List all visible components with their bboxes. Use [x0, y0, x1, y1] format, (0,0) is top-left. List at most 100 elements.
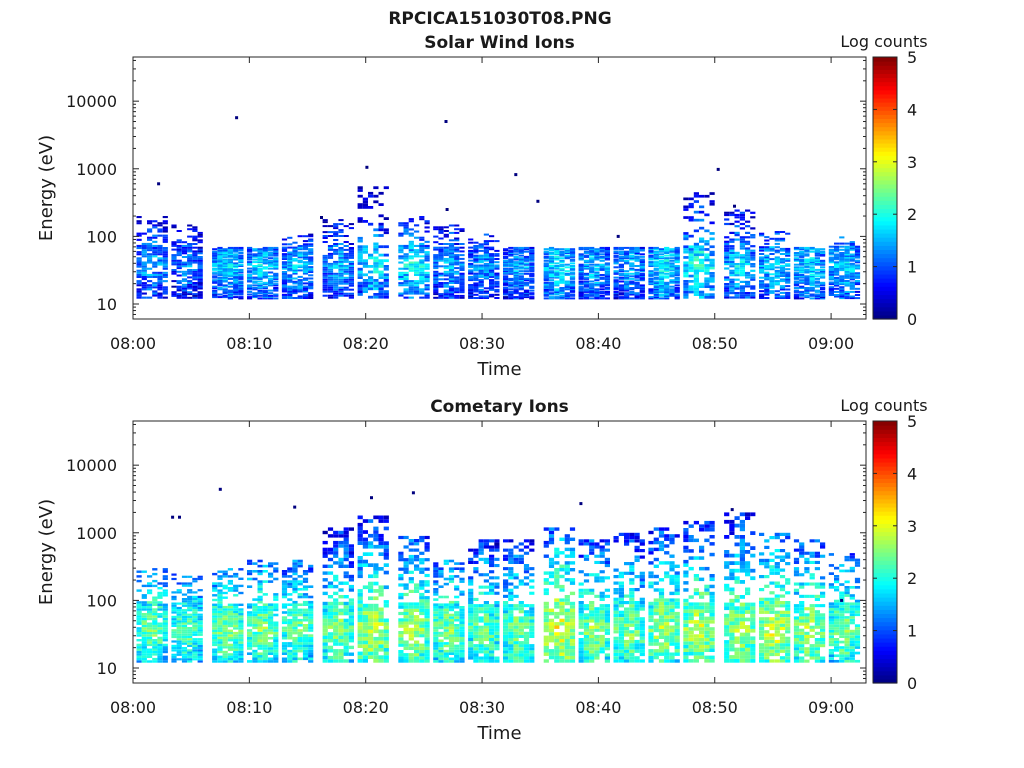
spectrogram-cell	[764, 271, 770, 274]
spectrogram-cell	[217, 657, 223, 661]
spectrogram-cell	[599, 294, 605, 297]
spectrogram-cell	[187, 269, 193, 271]
spectrogram-cell	[438, 226, 444, 229]
spectrogram-cell	[162, 655, 168, 658]
spectrogram-cell	[338, 639, 344, 643]
spectrogram-cell	[262, 654, 268, 658]
spectrogram-cell	[683, 272, 689, 275]
spectrogram-cell	[639, 255, 645, 258]
spectrogram-cell	[433, 567, 439, 570]
spectrogram-cell	[262, 642, 268, 645]
spectrogram-cell	[136, 615, 142, 618]
spectrogram-cell	[152, 234, 158, 237]
spectrogram-cell	[589, 263, 595, 266]
spectrogram-cell	[147, 622, 153, 625]
spectrogram-cell	[454, 603, 460, 606]
spectrogram-cell	[373, 267, 379, 271]
spectrogram-cell	[292, 267, 298, 270]
spectrogram-cell	[674, 267, 680, 270]
spectrogram-cell	[281, 629, 288, 632]
spectrogram-cell	[564, 249, 570, 252]
spectrogram-cell	[759, 276, 765, 279]
spectrogram-cell	[297, 279, 303, 282]
spectrogram-cell	[820, 252, 826, 254]
spectrogram-cell	[217, 589, 223, 592]
spectrogram-cell	[308, 277, 314, 280]
spectrogram-cell	[176, 239, 182, 242]
spectrogram-cell	[252, 654, 258, 658]
spectrogram-cell	[343, 278, 349, 281]
spectrogram-cell	[433, 618, 439, 622]
spectrogram-cell	[473, 266, 479, 269]
spectrogram-cell	[634, 284, 640, 287]
spectrogram-cell	[419, 539, 425, 543]
spectrogram-cell	[212, 267, 218, 270]
spectrogram-cell	[448, 270, 455, 273]
spectrogram-cell	[287, 608, 293, 612]
spectrogram-cell	[136, 288, 142, 291]
spectrogram-cell	[233, 648, 239, 651]
spectrogram-cell	[424, 650, 430, 654]
spectrogram-cell	[238, 263, 244, 266]
spectrogram-cell	[273, 644, 279, 648]
spectrogram-cell	[828, 267, 834, 270]
spectrogram-cell	[624, 283, 630, 286]
spectrogram-cell	[343, 632, 349, 636]
spectrogram-cell	[192, 595, 198, 598]
spectrogram-cell	[769, 266, 775, 269]
spectrogram-cell	[559, 297, 565, 300]
spectrogram-cell	[362, 200, 368, 204]
spectrogram-cell	[297, 642, 303, 645]
spectrogram-cell	[448, 613, 455, 617]
spectrogram-cell	[569, 249, 576, 252]
spectrogram-cell	[473, 279, 479, 282]
spectrogram-cell	[433, 259, 439, 262]
spectrogram-cell	[564, 266, 570, 269]
spectrogram-cell	[157, 271, 163, 274]
spectrogram-cell	[162, 631, 168, 635]
spectrogram-cell	[839, 256, 845, 259]
spectrogram-cell	[523, 270, 530, 273]
spectrogram-cell	[814, 250, 820, 253]
spectrogram-cell	[281, 246, 288, 249]
spectrogram-cell	[745, 283, 751, 286]
spectrogram-cell	[494, 258, 500, 260]
sparse-point	[716, 167, 720, 171]
spectrogram-cell	[443, 608, 449, 612]
spectrogram-cell	[292, 271, 298, 273]
spectrogram-cell	[292, 559, 298, 563]
spectrogram-cell	[448, 274, 455, 277]
spectrogram-cell	[483, 297, 489, 299]
spectrogram-cell	[297, 603, 303, 606]
spectrogram-cell	[639, 266, 645, 269]
spectrogram-cell	[287, 636, 293, 640]
spectrogram-cell	[287, 644, 293, 648]
spectrogram-cell	[799, 253, 805, 256]
spectrogram-cell	[779, 249, 786, 252]
spectrogram-cell	[693, 242, 699, 246]
spectrogram-cell	[468, 628, 474, 632]
spectrogram-cell	[176, 651, 182, 654]
spectrogram-cell	[658, 280, 665, 283]
spectrogram-cell	[373, 611, 379, 615]
spectrogram-cell	[745, 285, 751, 288]
spectrogram-cell	[844, 255, 850, 258]
spectrogram-cell	[494, 274, 500, 277]
spectrogram-cell	[217, 629, 223, 632]
spectrogram-cell	[834, 248, 840, 251]
spectrogram-cell	[433, 289, 439, 292]
spectrogram-cell	[257, 254, 263, 257]
spectrogram-cell	[699, 261, 705, 265]
spectrogram-cell	[343, 266, 349, 269]
spectrogram-cell	[408, 288, 414, 291]
spectrogram-cell	[302, 290, 309, 293]
spectrogram-cell	[212, 641, 218, 644]
spectrogram-cell	[483, 275, 489, 278]
spectrogram-cell	[162, 253, 168, 256]
spectrogram-cell	[257, 274, 263, 276]
spectrogram-cell	[543, 297, 549, 300]
spectrogram-cell	[454, 256, 460, 258]
spectrogram-cell	[468, 266, 474, 269]
spectrogram-cell	[247, 296, 253, 299]
spectrogram-cell	[181, 283, 188, 286]
